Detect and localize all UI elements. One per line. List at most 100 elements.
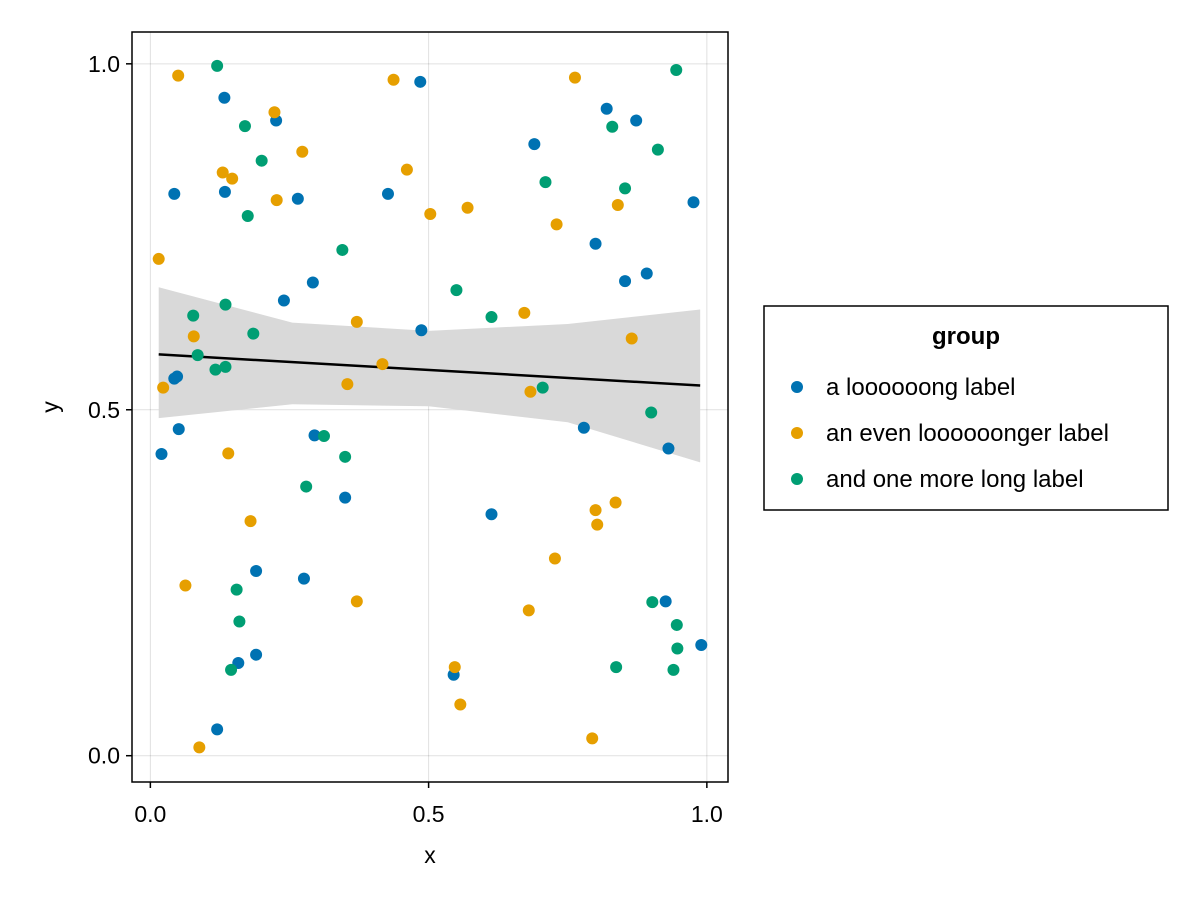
legend-label: an even loooooonger label <box>826 420 1109 447</box>
scatter-point-series-1 <box>485 508 498 521</box>
scatter-point-series-1 <box>168 187 181 200</box>
scatter-point-series-1 <box>659 595 672 608</box>
scatter-point-series-3 <box>230 583 243 596</box>
legend-box <box>763 305 1169 511</box>
scatter-point-series-2 <box>591 518 604 531</box>
y-tick-label: 0.0 <box>88 743 120 769</box>
fit-line <box>158 353 701 387</box>
scatter-point-series-2 <box>550 218 563 231</box>
confidence-band-area <box>158 287 701 463</box>
scatter-point-series-2 <box>376 358 389 371</box>
scatter-point-series-2 <box>589 504 602 517</box>
legend-label: a loooooong label <box>826 374 1016 401</box>
confidence-band <box>158 287 701 463</box>
legend-marker <box>791 427 803 439</box>
scatter-point-series-1 <box>687 196 700 209</box>
scatter-point-series-3 <box>255 154 268 167</box>
scatter-point-series-1 <box>381 187 394 200</box>
scatter-point-series-3 <box>317 430 330 443</box>
scatter-point-series-1 <box>630 114 643 127</box>
scatter-point-series-2 <box>244 515 257 528</box>
scatter-point-series-1 <box>589 237 602 250</box>
scatter-point-series-2 <box>387 73 400 86</box>
scatter-point-series-3 <box>667 663 680 676</box>
scatter-point-series-3 <box>336 243 349 256</box>
scatter-point-series-1 <box>155 448 168 461</box>
scatter-point-series-3 <box>670 64 683 77</box>
scatter-point-series-2 <box>350 315 363 328</box>
y-tick-label: 1.0 <box>88 51 120 77</box>
scatter-point-series-1 <box>297 572 310 585</box>
scatter-point-series-2 <box>350 595 363 608</box>
scatter-point-series-2 <box>187 330 200 343</box>
scatter-point-series-1 <box>662 442 675 455</box>
scatter-point-series-2 <box>609 496 622 509</box>
scatter-point-series-2 <box>522 604 535 617</box>
scatter-point-series-1 <box>577 421 590 434</box>
scatter-point-series-3 <box>671 642 684 655</box>
scatter-point-series-1 <box>308 429 321 442</box>
scatter-point-series-3 <box>233 615 246 628</box>
legend-item: and one more long label <box>791 466 1084 493</box>
scatter-point-series-3 <box>241 210 254 223</box>
plot-frame <box>131 31 729 783</box>
scatter-point-series-3 <box>300 480 313 493</box>
scatter-point-series-3 <box>670 618 683 631</box>
scatter-point-series-2 <box>586 732 599 745</box>
legend-marker <box>791 381 803 393</box>
scatter-point-series-3 <box>485 311 498 324</box>
scatter-point-series-3 <box>610 661 623 674</box>
scatter-point-series-2 <box>157 381 170 394</box>
scatter-point-series-2 <box>193 741 206 754</box>
scatter-point-series-2 <box>222 447 235 460</box>
axis-ticks: 0.0 0.5 1.0 0.0 0.5 1.0 <box>88 51 723 827</box>
x-tick-label: 0.0 <box>134 801 166 827</box>
legend-marker <box>791 473 803 485</box>
scatter-point-series-3 <box>606 120 619 133</box>
scatter-point-series-1 <box>218 91 231 104</box>
scatter-point-series-3 <box>646 596 659 609</box>
scatter-point-series-1 <box>171 370 184 383</box>
scatter-point-series-1 <box>291 192 304 205</box>
scatter-point-series-2 <box>268 106 281 119</box>
x-tick-label: 0.5 <box>413 801 445 827</box>
legend-title: group <box>932 323 1000 350</box>
regression-line <box>158 353 701 387</box>
legend-item: an even loooooonger label <box>791 420 1109 447</box>
scatter-point-series-2 <box>568 71 581 84</box>
scatter-point-series-2 <box>152 252 165 265</box>
scatter-points <box>152 59 708 754</box>
scatter-point-series-3 <box>536 381 549 394</box>
scatter-point-series-3 <box>238 120 251 133</box>
x-tick-label: 1.0 <box>691 801 723 827</box>
scatter-point-series-1 <box>695 639 708 652</box>
x-axis-label: x <box>424 842 436 868</box>
scatter-point-series-3 <box>247 327 260 340</box>
y-tick-label: 0.5 <box>88 397 120 423</box>
scatter-point-series-1 <box>339 491 352 504</box>
legend-items: a loooooong label an even loooooonger lab… <box>791 374 1109 493</box>
scatter-point-series-3 <box>619 182 632 195</box>
scatter-point-series-2 <box>400 163 413 176</box>
scatter-point-series-1 <box>172 423 185 436</box>
scatter-point-series-2 <box>454 698 467 711</box>
scatter-point-series-1 <box>414 75 427 88</box>
scatter-point-series-1 <box>415 324 428 337</box>
scatter-point-series-1 <box>306 276 319 289</box>
scatter-point-series-3 <box>539 176 552 189</box>
scatter-point-series-2 <box>518 306 531 319</box>
scatter-point-series-3 <box>191 349 204 362</box>
scatter-point-series-3 <box>651 143 664 156</box>
legend-item: a loooooong label <box>791 374 1016 401</box>
scatter-point-series-2 <box>216 166 229 179</box>
scatter-point-series-3 <box>645 406 658 419</box>
scatter-point-series-2 <box>611 198 624 211</box>
scatter-point-series-2 <box>341 378 354 391</box>
scatter-point-series-3 <box>209 363 222 376</box>
legend-label: and one more long label <box>826 466 1084 493</box>
scatter-point-series-3 <box>187 309 200 322</box>
scatter-point-series-3 <box>219 360 232 373</box>
scatter-point-series-2 <box>548 552 561 565</box>
